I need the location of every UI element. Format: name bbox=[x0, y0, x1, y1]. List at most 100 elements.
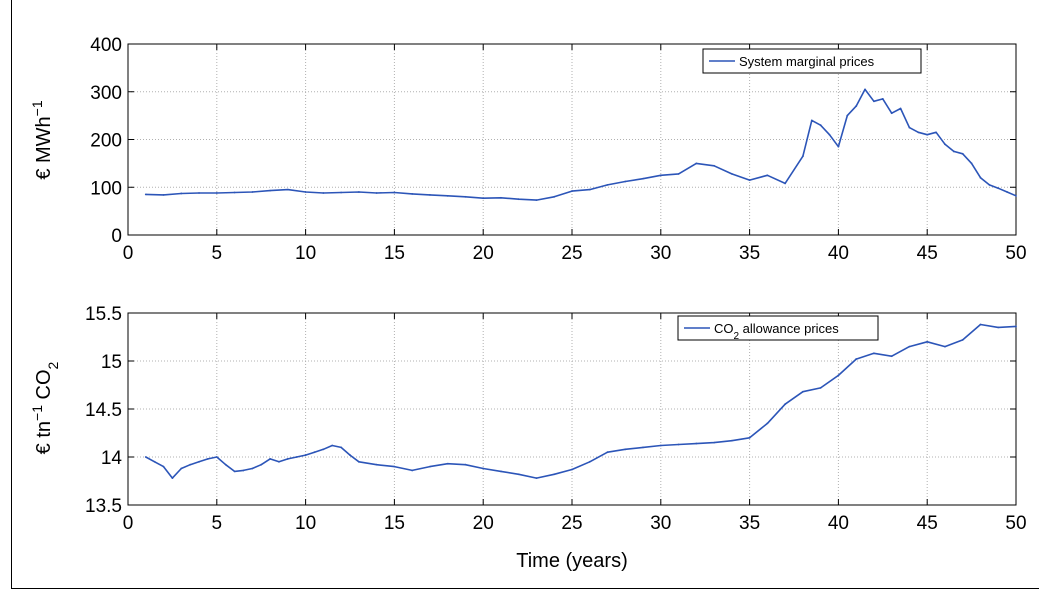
data-point bbox=[624, 448, 627, 451]
data-point bbox=[251, 467, 254, 470]
data-point bbox=[819, 124, 822, 127]
data-point bbox=[340, 446, 343, 449]
data-point bbox=[295, 456, 298, 458]
data-point bbox=[642, 446, 644, 449]
data-point bbox=[588, 188, 591, 191]
data-point bbox=[357, 460, 360, 463]
y-axis-label-superscript: −1 bbox=[29, 405, 45, 421]
data-point bbox=[251, 191, 254, 193]
data-point bbox=[935, 131, 937, 134]
y-axis-label: € MWh−1 bbox=[29, 100, 55, 180]
x-tick-label: 20 bbox=[473, 513, 494, 534]
y-tick-label: 15.5 bbox=[85, 304, 122, 325]
data-point bbox=[606, 183, 609, 186]
data-point bbox=[784, 403, 787, 406]
x-tick-label: 40 bbox=[828, 243, 849, 264]
legend-box bbox=[677, 315, 879, 341]
data-point bbox=[766, 174, 769, 177]
data-point bbox=[748, 179, 751, 181]
data-point bbox=[482, 197, 485, 200]
data-point bbox=[828, 133, 831, 136]
x-tick-label: 10 bbox=[295, 243, 316, 264]
data-point bbox=[899, 107, 902, 110]
x-tick-label: 25 bbox=[561, 513, 582, 534]
y-tick-label: 14 bbox=[101, 448, 123, 469]
data-point bbox=[162, 193, 165, 196]
y-tick-label: 100 bbox=[90, 178, 122, 199]
data-point bbox=[944, 143, 946, 146]
data-point bbox=[606, 451, 609, 454]
data-point bbox=[1006, 191, 1009, 193]
data-point bbox=[890, 355, 893, 358]
data-point bbox=[340, 191, 343, 194]
legend-label-main: CO bbox=[714, 321, 734, 336]
x-tick-label: 0 bbox=[123, 513, 134, 534]
data-point bbox=[189, 463, 192, 466]
y-tick-label: 300 bbox=[90, 83, 122, 104]
y-axis-label-subscript: 2 bbox=[45, 361, 61, 369]
data-point bbox=[464, 195, 467, 198]
x-tick-label: 40 bbox=[828, 513, 849, 534]
data-point bbox=[207, 458, 209, 460]
y-tick-label: 200 bbox=[90, 131, 122, 152]
data-point bbox=[286, 188, 289, 191]
y-tick-label: 15 bbox=[101, 352, 122, 373]
data-point bbox=[908, 345, 911, 348]
data-point bbox=[180, 192, 183, 195]
data-point bbox=[819, 386, 822, 389]
data-point bbox=[677, 443, 680, 446]
data-point bbox=[198, 460, 200, 463]
data-point bbox=[571, 190, 573, 192]
data-point bbox=[535, 199, 538, 202]
legend-label-subscript: 2 bbox=[734, 331, 740, 342]
data-point bbox=[535, 477, 538, 480]
data-point bbox=[322, 448, 325, 451]
data-point bbox=[926, 133, 929, 136]
data-point bbox=[890, 112, 893, 115]
data-point bbox=[642, 177, 644, 180]
data-point bbox=[375, 192, 378, 194]
legend-label: CO2 allowance prices bbox=[714, 321, 839, 342]
x-tick-label: 50 bbox=[1005, 513, 1026, 534]
data-point bbox=[233, 470, 236, 473]
series-line bbox=[145, 88, 1017, 201]
x-tick-label: 25 bbox=[561, 243, 582, 264]
y-tick-label: 14.5 bbox=[85, 400, 122, 421]
data-point bbox=[224, 463, 227, 466]
data-point bbox=[393, 465, 396, 468]
data-point bbox=[1015, 194, 1017, 197]
data-point bbox=[979, 176, 982, 179]
x-tick-label: 35 bbox=[739, 243, 760, 264]
x-tick-label: 45 bbox=[917, 513, 938, 534]
data-point bbox=[553, 473, 556, 476]
data-point bbox=[855, 105, 858, 107]
data-point bbox=[198, 192, 200, 194]
data-point bbox=[624, 180, 627, 183]
data-point bbox=[695, 162, 698, 165]
bottom-chart-panel: 0 5 10 15 20 25 30 35 40 45 50 13.5 14 14.5 15 15.5 € tn… bbox=[29, 304, 1027, 572]
data-point bbox=[659, 174, 662, 177]
data-point bbox=[517, 198, 520, 201]
data-point bbox=[730, 172, 733, 175]
legend-label: System marginal prices bbox=[739, 54, 875, 69]
data-point bbox=[153, 460, 156, 463]
x-tick-label: 0 bbox=[123, 243, 134, 264]
data-point bbox=[286, 458, 289, 460]
data-point bbox=[713, 164, 715, 167]
data-point bbox=[322, 192, 325, 194]
data-point bbox=[588, 460, 591, 463]
y-axis-label: € tn−1 CO2 bbox=[29, 361, 61, 454]
data-point bbox=[748, 436, 751, 439]
data-point bbox=[215, 192, 218, 194]
data-point bbox=[429, 193, 431, 196]
data-point bbox=[500, 470, 502, 473]
x-tick-label: 30 bbox=[650, 243, 671, 264]
data-point bbox=[801, 390, 804, 393]
y-axis-label-tail: CO bbox=[33, 369, 55, 405]
data-point bbox=[970, 162, 973, 165]
data-point bbox=[446, 194, 449, 197]
data-point bbox=[881, 98, 884, 100]
data-point bbox=[864, 88, 866, 91]
